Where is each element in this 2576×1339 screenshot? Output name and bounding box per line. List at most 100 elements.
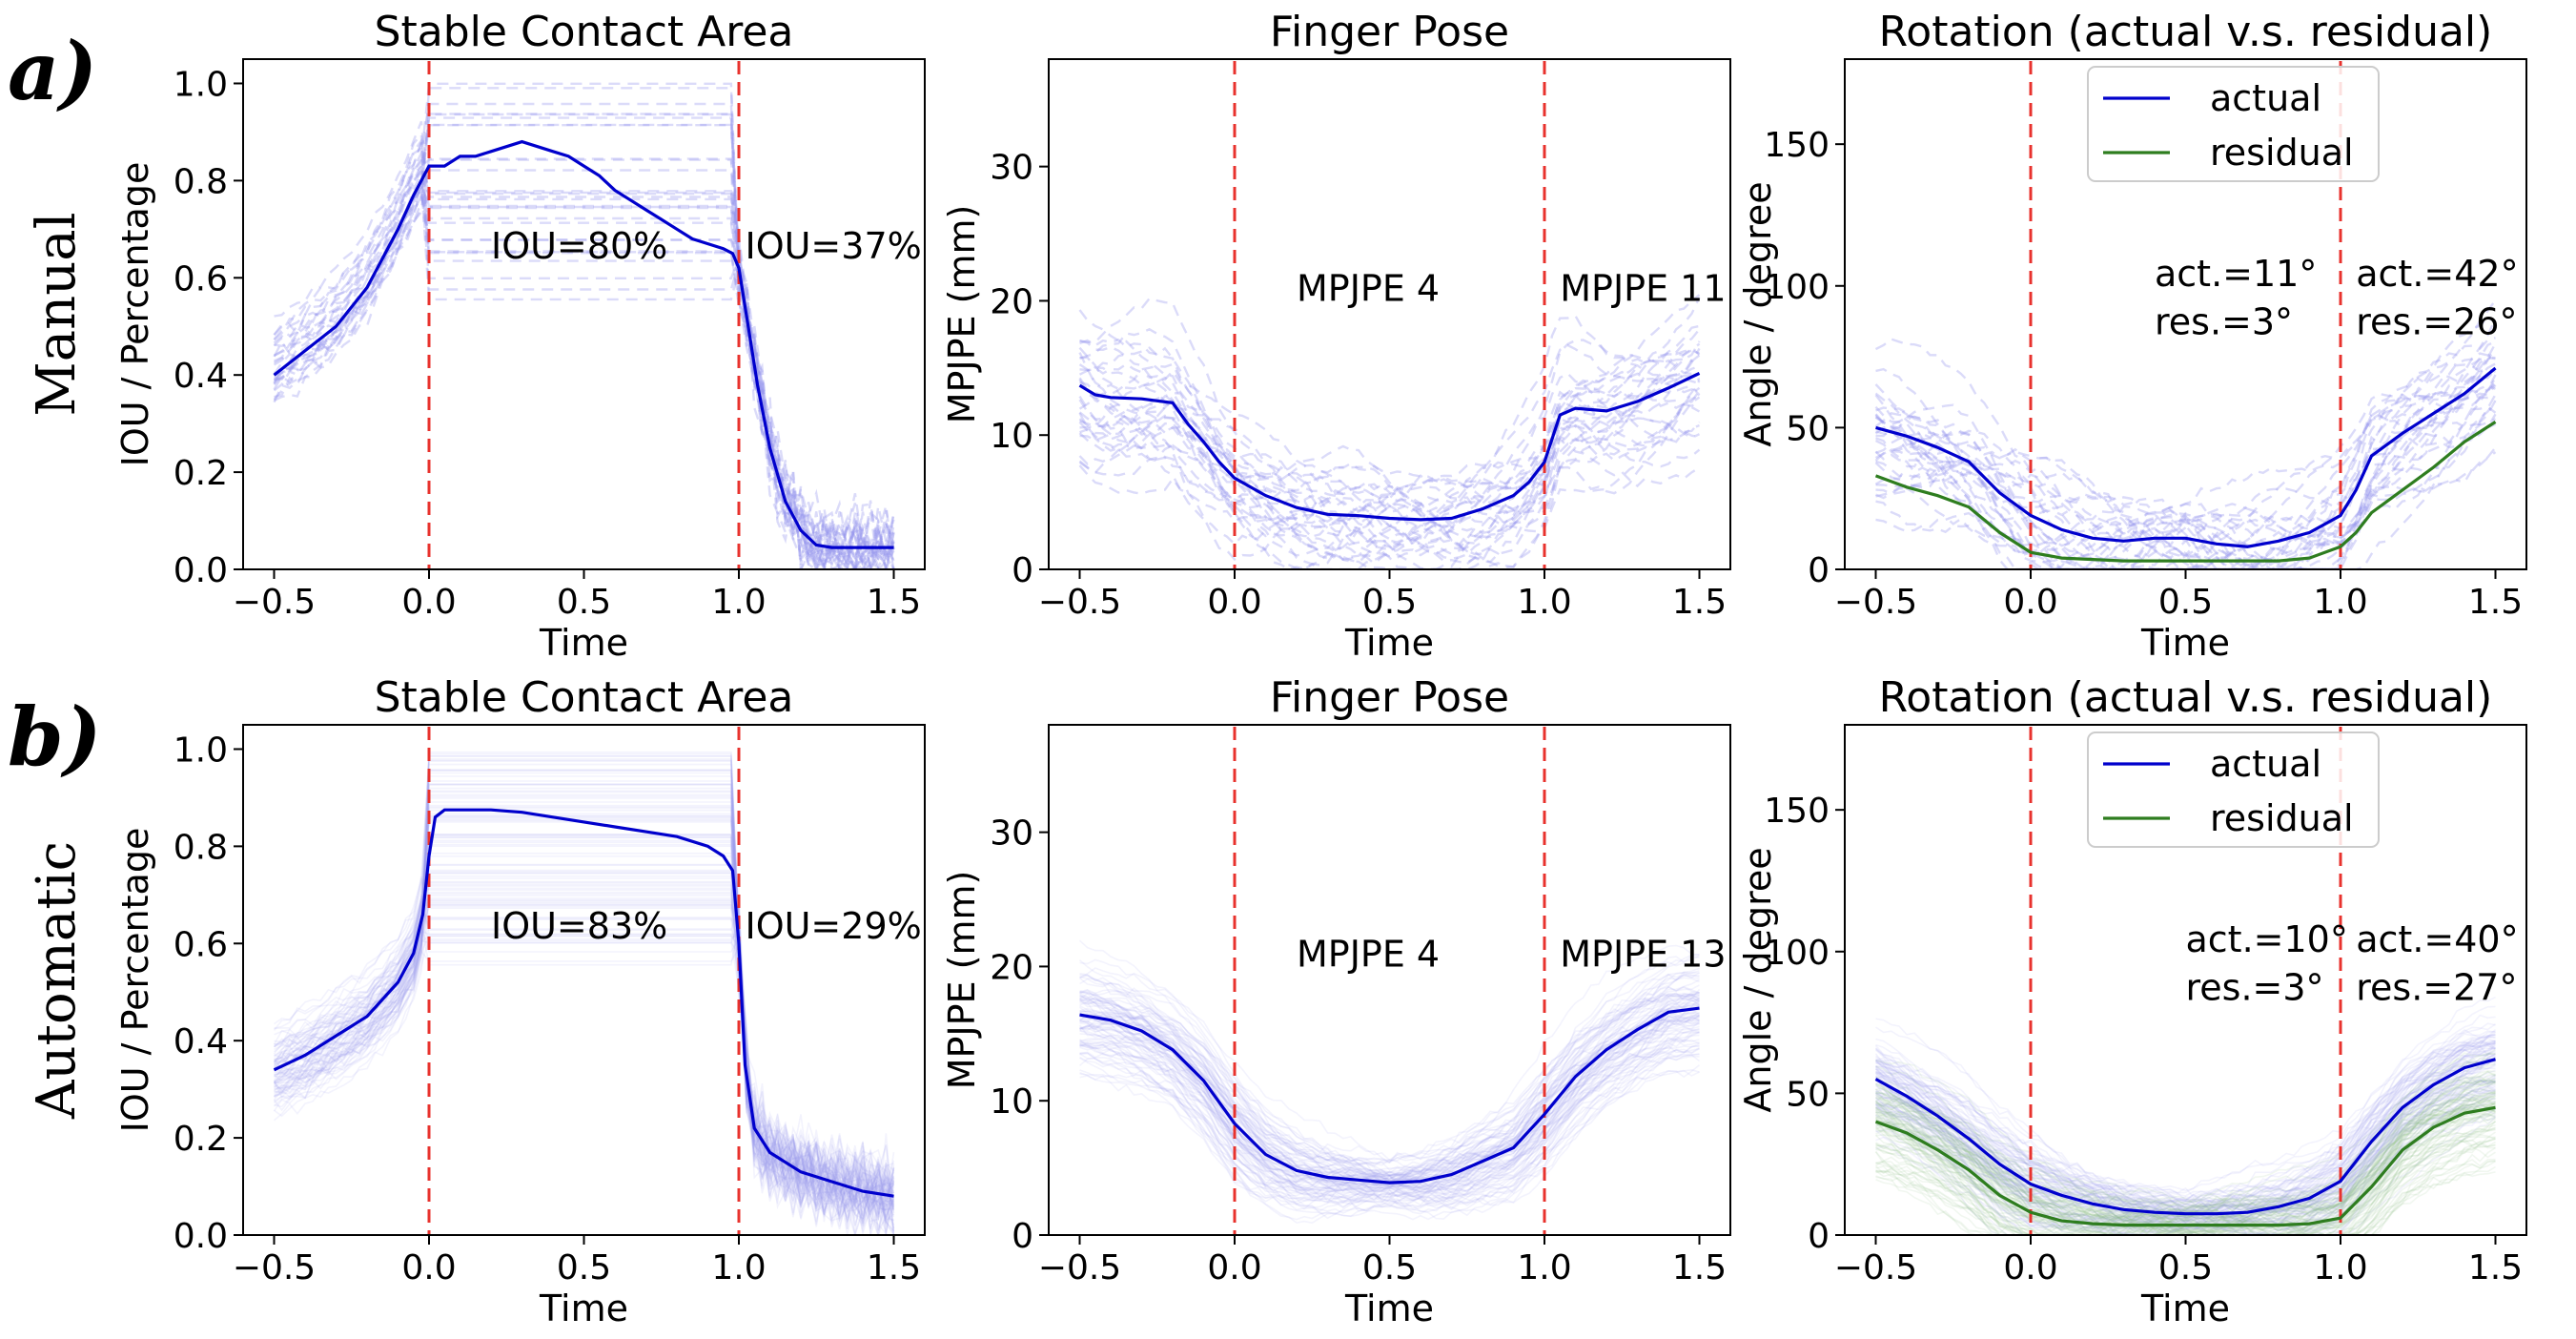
trial-line [1874,1080,2496,1232]
x-axis-label: Time [539,1288,628,1329]
plot-area [273,61,895,569]
trial-line [1875,1124,2496,1235]
trial-line [273,124,895,569]
x-tick-label: 0.0 [401,583,456,622]
trial-line [1874,1090,2496,1226]
trial-line [1875,1043,2496,1215]
trial-line [274,815,894,1218]
x-axis-label: Time [2140,1288,2230,1329]
trial-line [1875,1165,2496,1235]
x-tick-label: 0.5 [557,583,611,622]
trial-line [273,871,895,1216]
trial-line [1875,351,2496,569]
annotation: MPJPE 4 [1297,933,1440,975]
trial-line [1875,1052,2496,1205]
trial-line [1875,1121,2496,1235]
trial-line [273,784,894,1223]
trial-line [1079,992,1701,1177]
trial-line [1078,999,1700,1187]
row-name-label: Manual [26,212,88,416]
trial-line [1078,362,1701,545]
trial-line [1875,1123,2496,1235]
trial-line [1079,974,1700,1184]
y-tick-label: 0 [1012,551,1033,590]
trial-line [1078,328,1701,546]
trial-line [1874,394,2497,569]
y-axis-label: MPJPE (mm) [941,205,983,424]
trial-line [1079,1022,1700,1192]
trial-line [1079,985,1700,1191]
x-tick-label: 0.5 [1362,583,1417,622]
trial-line [1079,1004,1700,1186]
trial-line [1875,1165,2496,1235]
chart-b-contact: −0.5 0.0 0.5 1.0 1.50.00.20.40.60.81.0Stable… [114,673,926,1329]
trial-line [1875,1040,2496,1201]
trial-line [273,945,895,1232]
trial-line [1874,1116,2496,1235]
trial-line [274,752,894,1226]
trial-line [274,769,894,1231]
x-tick-label: −0.5 [233,583,316,622]
x-axis-label: Time [1344,1288,1434,1329]
trial-line [1875,374,2497,569]
trial-line [274,818,894,1235]
trial-line [1079,1031,1700,1206]
trial-line [1874,350,2497,569]
trial-line [1875,1114,2496,1235]
trial-line [274,891,895,1233]
trial-line [1875,1047,2496,1219]
trial-line [1079,1008,1700,1192]
trial-line [1079,340,1701,545]
trial-line [273,930,895,1208]
trial-line [1079,1042,1700,1210]
trial-line [1875,316,2497,559]
trial-line [1079,985,1700,1183]
y-tick-label: 0.8 [174,828,228,867]
trial-line [1874,1082,2496,1233]
legend: actual residual [2087,731,2380,848]
y-tick-label: 0.0 [174,1217,228,1256]
trial-line [1078,386,1701,559]
trial-line [1875,1121,2496,1235]
trial-line [1079,995,1700,1193]
row-letter-label: a) [8,24,97,118]
trial-line [1078,394,1701,569]
trial-line [273,843,895,1232]
trial-line [1875,1100,2496,1235]
trial-line [274,813,895,1216]
x-tick-label: 1.5 [867,583,921,622]
trial-line [1875,1093,2496,1235]
trial-line [1875,1103,2496,1235]
trial-line [1079,327,1700,525]
annotation: res.=26° [2356,300,2517,342]
annotation: act.=10° [2186,918,2348,960]
trial-line [1875,1107,2497,1235]
annotation: IOU=83% [491,905,667,947]
trial-line [1079,1045,1700,1220]
trial-line [1874,1041,2496,1207]
trial-line [1079,990,1700,1179]
trial-line [1875,1091,2496,1235]
trial-line [1875,1096,2497,1235]
x-tick-label: −0.5 [1834,1248,1917,1288]
trial-line [273,137,895,569]
annotation: res.=27° [2356,966,2517,1008]
trial-line [1875,1049,2496,1219]
trial-lines [273,82,895,569]
x-tick-label: −0.5 [1834,583,1917,622]
annotation: MPJPE 11 [1560,267,1726,309]
x-tick-label: −0.5 [1038,1248,1121,1288]
trial-line [274,120,895,565]
trial-line [1875,1077,2496,1218]
trial-line [273,186,895,569]
trial-line [1079,973,1700,1164]
y-tick-label: 0 [1808,1217,1830,1256]
trial-line [1875,1094,2496,1235]
trial-line [274,885,895,1222]
trial-line [1874,1080,2496,1230]
trial-line [1874,381,2497,569]
trial-line [1874,1034,2496,1215]
trial-line [273,142,895,569]
trial-line [274,113,895,569]
x-tick-label: 1.0 [1517,1248,1571,1288]
